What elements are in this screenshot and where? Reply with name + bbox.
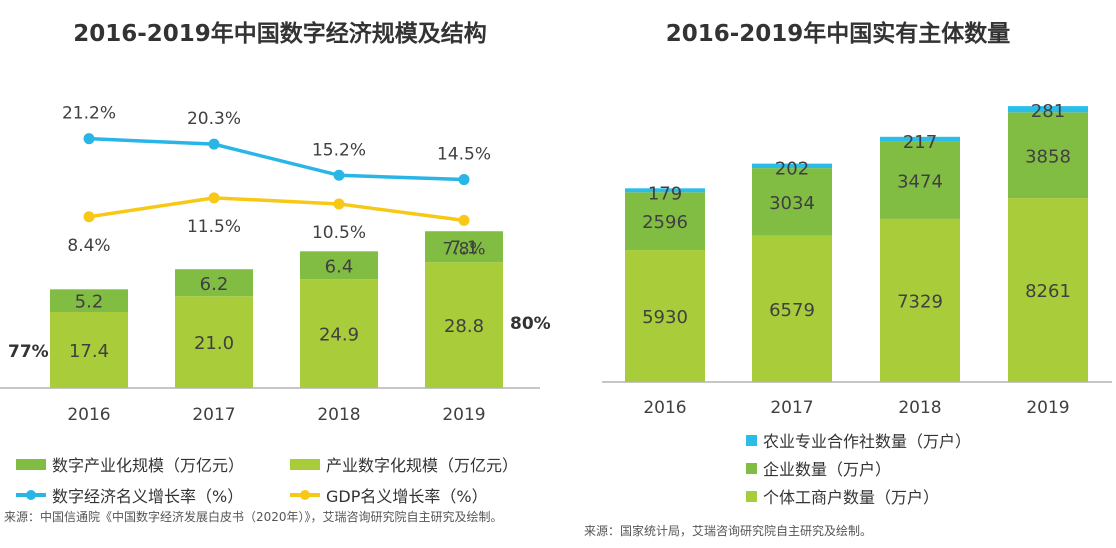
growth-rate-label: 21.2% <box>62 104 116 124</box>
growth-rate-label: 11.5% <box>187 217 241 237</box>
legend-item-digital-economy-growth: 数字经济名义增长率（%） <box>16 483 243 507</box>
x-tick-label: 2016 <box>67 405 110 425</box>
x-tick-label: 2017 <box>192 405 235 425</box>
bar-segment-enterprises <box>625 192 705 251</box>
growth-point <box>333 169 345 181</box>
bar-value-label: 6.2 <box>200 274 229 295</box>
right-chart-panel: 2016-2019年中国实有主体数量 5930 2596 179 2016 6579 30… <box>560 0 1116 548</box>
bar-segment-digital-industrialization <box>50 289 128 313</box>
legend-item-industrial-digitalization: 产业数字化规模（万亿元） <box>290 452 518 476</box>
bar-segment-individual-businesses <box>1008 198 1088 382</box>
legend-item-cooperatives: 农业专业合作社数量（万户） <box>746 428 971 452</box>
bar-segment-digital-industrialization <box>425 231 503 263</box>
legend-item-gdp-growth: GDP名义增长率（%） <box>290 483 488 507</box>
bar-segment-cooperatives <box>752 163 832 169</box>
bar-segment-digital-industrialization <box>300 251 378 280</box>
share-annotation-2016: 77% <box>8 342 49 362</box>
legend-swatch-icon <box>746 462 757 474</box>
bar-value-label: 3858 <box>1025 146 1071 167</box>
bar-value-label: 6579 <box>769 300 815 321</box>
bar-value-label: 24.9 <box>319 325 359 346</box>
legend-label: 数字经济名义增长率（%） <box>52 487 244 506</box>
bar-value-label: 5.2 <box>75 292 104 313</box>
bar-value-label: 3474 <box>897 171 943 192</box>
growth-line-digital-economy <box>88 136 465 182</box>
x-tick-label: 2019 <box>1026 398 1069 418</box>
bar-value-label: 17.4 <box>69 341 109 362</box>
x-tick-label: 2019 <box>442 405 485 425</box>
growth-point <box>208 138 220 150</box>
bar-segment-industrial-digitalization <box>175 296 253 388</box>
growth-rate-label: 7.8% <box>442 239 485 259</box>
legend-swatch-icon <box>746 434 757 446</box>
left-chart-svg: 17.4 5.2 2016 21.0 6.2 2017 24.9 6.4 2018 28.8 7.1… <box>0 104 551 425</box>
growth-rate-label: 8.4% <box>67 236 110 256</box>
legend-swatch-icon <box>290 458 320 470</box>
bar-value-label: 21.0 <box>194 333 234 354</box>
x-tick-label: 2018 <box>898 398 941 418</box>
bar-value-label: 7.1 <box>450 238 479 259</box>
legend-item-digital-industrialization: 数字产业化规模（万亿元） <box>16 452 244 476</box>
legend-line-marker-icon <box>16 489 46 501</box>
x-tick-label: 2018 <box>317 405 360 425</box>
legend-label: GDP名义增长率（%） <box>326 487 488 506</box>
right-chart-svg: 5930 2596 179 2016 6579 3034 202 2017 7329 3474 21… <box>602 101 1112 418</box>
bar-segment-individual-businesses <box>625 250 705 382</box>
legend-label: 企业数量（万户） <box>763 460 892 479</box>
bar-segment-individual-businesses <box>752 235 832 382</box>
growth-rate-label: 14.5% <box>437 145 491 165</box>
bar-segment-industrial-digitalization <box>425 262 503 388</box>
bar-value-label: 179 <box>648 183 682 204</box>
growth-point <box>208 192 220 204</box>
legend-line-marker-icon <box>290 489 320 501</box>
bar-segment-individual-businesses <box>880 218 960 382</box>
growth-rate-label: 15.2% <box>312 140 366 160</box>
growth-point <box>333 198 345 210</box>
bar-value-label: 7329 <box>897 291 943 312</box>
legend-swatch-icon <box>746 490 757 502</box>
left-source-note: 来源：中国信通院《中国数字经济发展白皮书（2020年）》，艾瑞咨询研究院自主研究… <box>4 510 503 524</box>
bar-value-label: 281 <box>1031 101 1065 122</box>
growth-line-gdp <box>88 196 465 223</box>
x-tick-label: 2016 <box>643 398 686 418</box>
bar-value-label: 2596 <box>642 212 688 233</box>
bar-value-label: 5930 <box>642 307 688 328</box>
share-annotation-2019: 80% <box>510 314 551 334</box>
bar-value-label: 8261 <box>1025 281 1071 302</box>
legend-label: 数字产业化规模（万亿元） <box>52 456 245 475</box>
bar-segment-industrial-digitalization <box>300 279 378 388</box>
bar-value-label: 202 <box>775 159 809 180</box>
growth-point <box>83 211 95 223</box>
bar-value-label: 3034 <box>769 193 815 214</box>
legend-item-enterprises: 企业数量（万户） <box>746 456 891 480</box>
x-tick-label: 2017 <box>770 398 813 418</box>
left-chart-panel: 2016-2019年中国数字经济规模及结构 17.4 5.2 2016 21.0 6.2… <box>0 21 551 524</box>
growth-rate-label: 10.5% <box>312 223 366 243</box>
growth-point <box>458 174 470 186</box>
bar-value-label: 28.8 <box>444 316 484 337</box>
legend-label: 产业数字化规模（万亿元） <box>326 456 519 475</box>
bar-segment-enterprises <box>880 141 960 219</box>
bar-segment-cooperatives <box>625 188 705 193</box>
bar-value-label: 217 <box>903 132 937 153</box>
right-source-note: 来源：国家统计局，艾瑞咨询研究院自主研究及绘制。 <box>584 524 873 538</box>
legend-swatch-icon <box>16 458 46 470</box>
legend-label: 个体工商户数量（万户） <box>763 488 940 507</box>
bar-segment-industrial-digitalization <box>50 312 128 388</box>
bar-segment-cooperatives <box>1008 106 1088 113</box>
bar-segment-cooperatives <box>880 136 960 142</box>
bar-segment-enterprises <box>752 168 832 236</box>
growth-point <box>458 214 470 226</box>
growth-point <box>83 133 95 145</box>
legend-item-individual-businesses: 个体工商户数量（万户） <box>746 484 939 508</box>
right-chart-title: 2016-2019年中国实有主体数量 <box>665 21 1011 47</box>
growth-rate-label: 20.3% <box>187 109 241 129</box>
bar-value-label: 6.4 <box>325 256 354 277</box>
bar-segment-enterprises <box>1008 112 1088 199</box>
bar-segment-digital-industrialization <box>175 269 253 297</box>
left-chart-title: 2016-2019年中国数字经济规模及结构 <box>73 21 487 47</box>
legend-label: 农业专业合作社数量（万户） <box>763 432 972 451</box>
